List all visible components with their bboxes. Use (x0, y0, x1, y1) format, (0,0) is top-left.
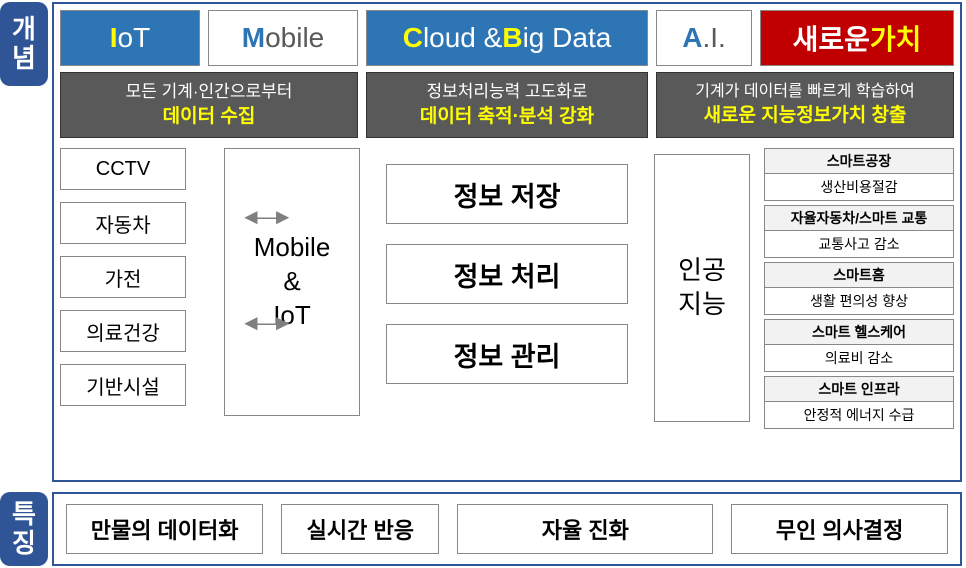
body-row: CCTV 자동차 가전 의료건강 기반시설 Mobile & IoT 정보 저장… (54, 138, 960, 468)
hdr-cloud-mid: loud & (423, 22, 502, 54)
hdr-cloud-init-c: C (403, 22, 423, 54)
value-group: 스마트 인프라 안정적 에너지 수급 (764, 376, 954, 429)
value-group: 자율자동차/스마트 교통 교통사고 감소 (764, 205, 954, 258)
hdr-value-pre: 새로운 (793, 18, 870, 58)
desc-col1: 모든 기계·인간으로부터 데이터 수집 (60, 72, 358, 138)
iot-item: 자동차 (60, 202, 186, 244)
value-sub: 안정적 에너지 수급 (764, 402, 954, 429)
col-mobile: Mobile & IoT (224, 148, 360, 416)
value-head: 스마트홈 (764, 262, 954, 288)
hdr-cloud-init-b: B (502, 22, 522, 54)
panel-feature: 만물의 데이터화 실시간 반응 자율 진화 무인 의사결정 (52, 492, 962, 566)
value-head: 스마트 헬스케어 (764, 319, 954, 345)
desc-col2-l2: 데이터 축적·분석 강화 (420, 104, 594, 130)
mobile-l2: & (283, 265, 300, 299)
sidetab-feature: 특 징 (0, 492, 48, 566)
panel-concept: IoT Mobile Cloud & Big Data A.I. 새로운 가치 … (52, 2, 962, 482)
col-iot: CCTV 자동차 가전 의료건강 기반시설 (60, 148, 186, 462)
sidetab-concept: 개 념 (0, 2, 48, 86)
sidetab-concept-ch2: 념 (12, 44, 36, 73)
ai-l2: 지능 (678, 288, 726, 322)
value-sub: 교통사고 감소 (764, 231, 954, 258)
feature-item: 만물의 데이터화 (66, 504, 263, 554)
hdr-mobile-rest: obile (265, 22, 324, 54)
hdr-iot: IoT (60, 10, 200, 66)
feature-item: 자율 진화 (457, 504, 713, 554)
desc-row: 모든 기계·인간으로부터 데이터 수집 정보처리능력 고도화로 데이터 축적·분… (54, 66, 960, 138)
desc-col3-l2: 새로운 지능정보가치 창출 (704, 103, 907, 129)
double-arrow-icon: ◄―► (240, 204, 288, 230)
cloud-item: 정보 관리 (386, 324, 628, 384)
desc-col3-l1: 기계가 데이터를 빠르게 학습하여 (695, 81, 914, 103)
cloud-item: 정보 저장 (386, 164, 628, 224)
desc-col2-l1: 정보처리능력 고도화로 (426, 81, 587, 104)
value-sub: 생활 편의성 향상 (764, 288, 954, 315)
hdr-mobile-init: M (242, 22, 265, 54)
hdr-ai: A.I. (656, 10, 752, 66)
col-cloud: 정보 저장 정보 처리 정보 관리 (380, 164, 634, 462)
value-head: 자율자동차/스마트 교통 (764, 205, 954, 231)
hdr-value-accent: 가치 (870, 18, 922, 58)
iot-item: 가전 (60, 256, 186, 298)
col-ai: 인공 지능 (654, 154, 750, 422)
ai-l1: 인공 (678, 254, 726, 288)
feature-item: 실시간 반응 (281, 504, 439, 554)
value-sub: 의료비 감소 (764, 345, 954, 372)
value-head: 스마트 인프라 (764, 376, 954, 402)
value-group: 스마트홈 생활 편의성 향상 (764, 262, 954, 315)
sidetab-concept-ch1: 개 (12, 15, 36, 44)
col-value: 스마트공장 생산비용절감 자율자동차/스마트 교통 교통사고 감소 스마트홈 생… (764, 148, 954, 462)
value-head: 스마트공장 (764, 148, 954, 174)
desc-col1-l1: 모든 기계·인간으로부터 (126, 81, 293, 104)
desc-col3: 기계가 데이터를 빠르게 학습하여 새로운 지능정보가치 창출 (656, 72, 954, 138)
mobile-l1: Mobile (254, 231, 331, 265)
hdr-iot-rest: oT (118, 22, 151, 54)
hdr-ai-init: A (682, 22, 702, 54)
hdr-mobile: Mobile (208, 10, 358, 66)
hdr-cloud-rest: ig Data (523, 22, 612, 54)
iot-item: CCTV (60, 148, 186, 190)
sidetab-feature-ch1: 특 (12, 500, 36, 529)
sidetab-feature-ch2: 징 (12, 529, 36, 558)
double-arrow-icon: ◄―► (240, 310, 288, 336)
hdr-cloud: Cloud & Big Data (366, 10, 648, 66)
hdr-value: 새로운 가치 (760, 10, 954, 66)
iot-item: 기반시설 (60, 364, 186, 406)
hdr-iot-init: I (110, 22, 118, 54)
header-row: IoT Mobile Cloud & Big Data A.I. 새로운 가치 (54, 4, 960, 66)
value-group: 스마트공장 생산비용절감 (764, 148, 954, 201)
iot-item: 의료건강 (60, 310, 186, 352)
value-sub: 생산비용절감 (764, 174, 954, 201)
cloud-item: 정보 처리 (386, 244, 628, 304)
hdr-ai-rest: .I. (702, 22, 725, 54)
desc-col1-l2: 데이터 수집 (163, 104, 256, 130)
desc-col2: 정보처리능력 고도화로 데이터 축적·분석 강화 (366, 72, 648, 138)
feature-item: 무인 의사결정 (731, 504, 948, 554)
value-group: 스마트 헬스케어 의료비 감소 (764, 319, 954, 372)
